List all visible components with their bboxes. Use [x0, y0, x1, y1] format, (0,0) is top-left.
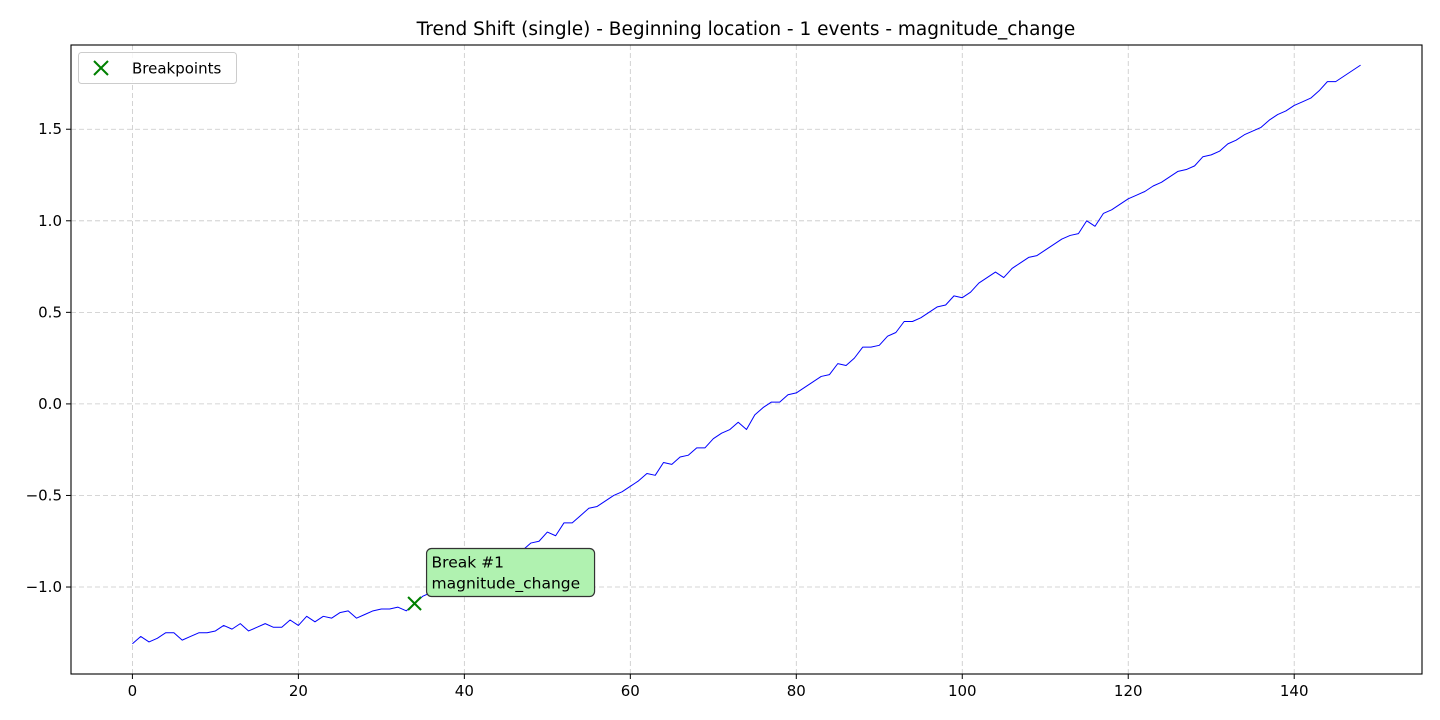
y-tick-label: 0.5 [38, 303, 62, 321]
annotation-type: magnitude_change [432, 575, 581, 594]
x-tick-label: 100 [948, 682, 977, 700]
chart-title: Trend Shift (single) - Beginning locatio… [416, 19, 1076, 40]
series-line [132, 64, 1361, 645]
legend-box [78, 52, 237, 84]
y-tick-label: 1.0 [38, 212, 62, 230]
legend-label: Breakpoints [132, 60, 221, 78]
annotation-box [425, 547, 596, 598]
x-tick-label: 140 [1280, 682, 1309, 700]
x-tick-label: 120 [1114, 682, 1143, 700]
annotation-label: Break #1 [432, 554, 504, 572]
plot-frame [70, 44, 1423, 675]
x-tick-label: 0 [128, 682, 138, 700]
x-tick-label: 40 [455, 682, 474, 700]
breakpoint-annotation: Break #1 magnitude_change [425, 547, 596, 598]
legend-breakpoint-marker [93, 60, 109, 76]
legend: Breakpoints [78, 52, 237, 84]
series-layer [132, 64, 1361, 645]
x-tick-label: 60 [621, 682, 640, 700]
y-tick-label: −0.5 [26, 486, 62, 504]
grid-lines [71, 45, 1422, 674]
x-tick-label: 80 [787, 682, 806, 700]
y-tick-label: −1.0 [26, 578, 62, 596]
y-tick-label: 1.5 [38, 120, 62, 138]
breakpoints-layer: Break #1 magnitude_change [407, 547, 596, 611]
breakpoint-marker [407, 596, 422, 611]
y-tick-label: 0.0 [38, 395, 62, 413]
x-tick-label: 20 [289, 682, 308, 700]
axis-ticks: 0 20 40 60 80 100 120 140 −1.0 −0.5 0.0 0.5 1.0 1.5 [26, 120, 1309, 700]
legend-x-stroke [93, 60, 109, 76]
